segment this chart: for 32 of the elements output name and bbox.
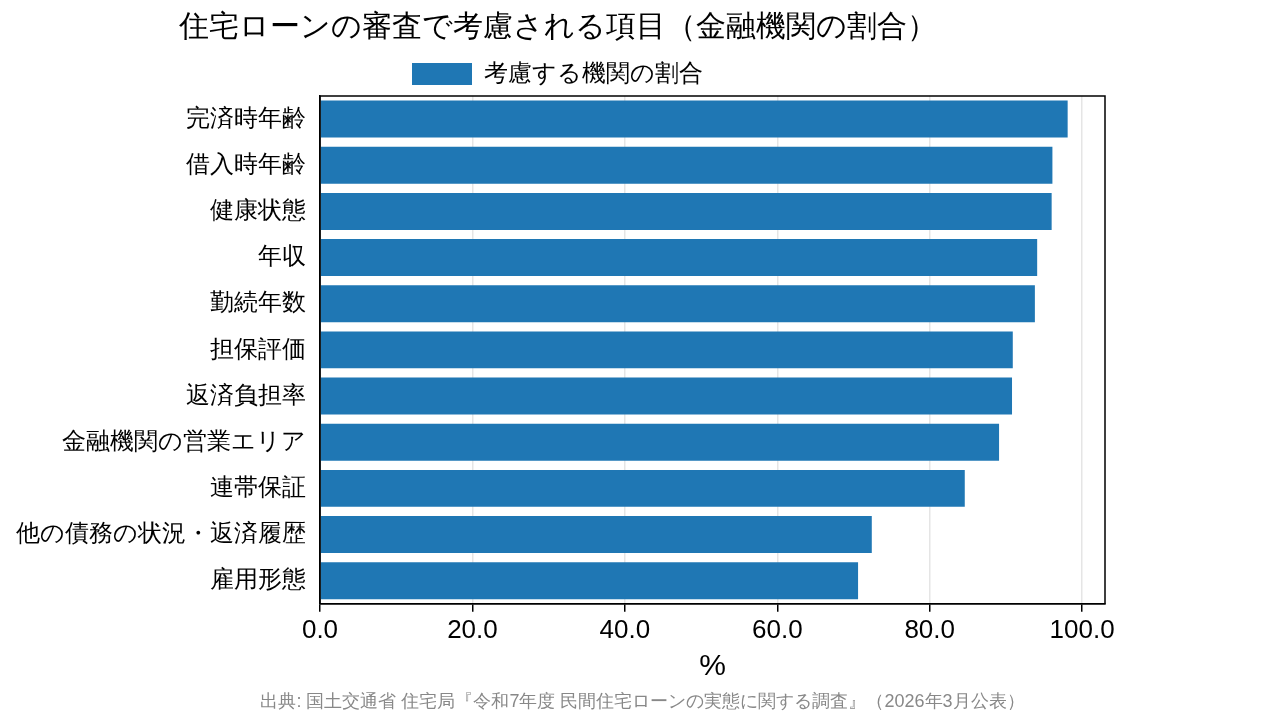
y-tick-label: 完済時年齢 — [186, 103, 306, 131]
bar — [320, 331, 1013, 369]
chart-title: 住宅ローンの審査で考慮される項目（金融機関の割合） — [177, 9, 937, 43]
bar — [320, 377, 1013, 415]
bar — [320, 239, 1038, 277]
y-tick-label: 連帯保証 — [210, 473, 306, 501]
bar — [320, 285, 1035, 323]
bar — [320, 100, 1068, 138]
x-tick-label: 0.0 — [301, 613, 339, 644]
y-tick-label: 担保評価 — [210, 334, 306, 362]
source-note: 出典: 国土交通省 住宅局『令和7年度 民間住宅ローンの実態に関する調査』（2026年3月公表） — [260, 690, 1025, 711]
y-tick-label: 雇用形態 — [210, 565, 306, 593]
x-axis-title: % — [699, 648, 726, 682]
x-tick-label: 20.0 — [447, 613, 498, 644]
bar — [320, 469, 965, 507]
y-tick-label: 勤続年数 — [210, 288, 306, 316]
x-tick-label: 80.0 — [904, 613, 956, 644]
y-tick-label: 返済負担率 — [186, 380, 306, 408]
y-tick-label: 借入時年齢 — [186, 149, 306, 177]
bar — [320, 423, 1000, 461]
bar — [320, 146, 1053, 184]
x-tick-label: 40.0 — [599, 613, 651, 644]
legend-label: 考慮する機関の割合 — [484, 58, 703, 86]
bar — [320, 192, 1052, 230]
y-tick-label: 他の債務の状況・返済履歴 — [16, 519, 306, 547]
y-tick-label: 年収 — [258, 242, 306, 270]
y-tick-label: 健康状態 — [210, 196, 306, 224]
x-tick-label: 100.0 — [1049, 613, 1115, 644]
y-tick-label: 金融機関の営業エリア — [62, 426, 306, 454]
x-tick-label: 60.0 — [751, 613, 803, 644]
bar — [320, 516, 872, 554]
bar — [320, 562, 859, 600]
